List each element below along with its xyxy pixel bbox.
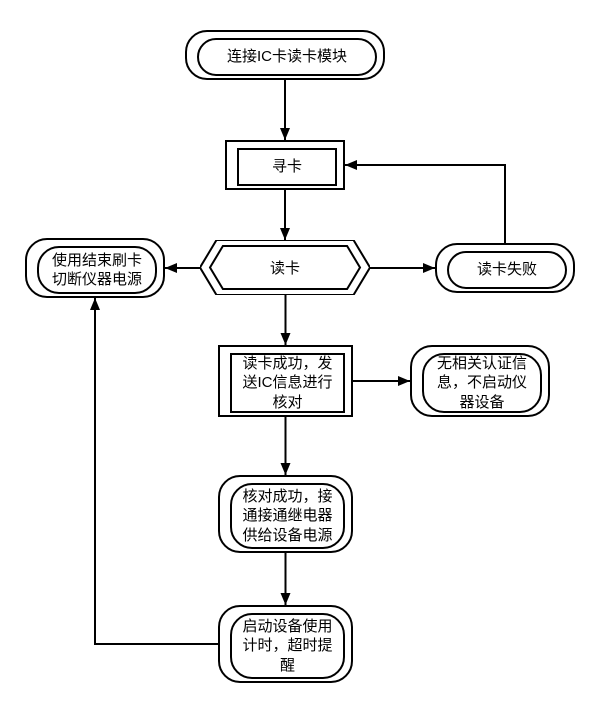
node-label: 读卡 (200, 240, 370, 295)
flowchart-canvas: 连接IC卡读卡模块寻卡读卡 读卡失败 使用结束刷卡切断仪器电源读卡成功，发送IC信息… (0, 0, 597, 712)
node-label: 使用结束刷卡切断仪器电源 (37, 246, 157, 294)
node-n4: 读卡失败 (435, 243, 575, 293)
node-label: 启动设备使用计时，超时提醒 (230, 613, 345, 679)
node-label: 读卡成功，发送IC信息进行核对 (230, 353, 345, 413)
node-n7: 无相关认证信息，不启动仪器设备 (410, 345, 550, 417)
node-n9: 启动设备使用计时，超时提醒 (218, 605, 353, 683)
node-n6: 读卡成功，发送IC信息进行核对 (218, 345, 353, 417)
node-n8: 核对成功，接通接通继电器供给设备电源 (218, 475, 353, 553)
node-n3: 读卡 (200, 240, 370, 295)
node-label: 无相关认证信息，不启动仪器设备 (422, 353, 542, 413)
node-label: 寻卡 (237, 148, 337, 186)
node-label: 核对成功，接通接通继电器供给设备电源 (230, 483, 345, 549)
node-label: 读卡失败 (447, 251, 567, 289)
node-n1: 连接IC卡读卡模块 (185, 30, 385, 80)
node-n2: 寻卡 (225, 140, 345, 190)
node-label: 连接IC卡读卡模块 (197, 38, 377, 76)
node-n5: 使用结束刷卡切断仪器电源 (25, 238, 165, 298)
